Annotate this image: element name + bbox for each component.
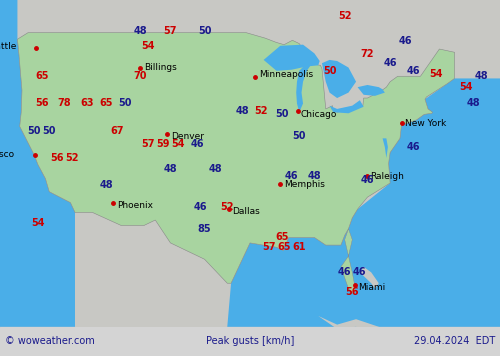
Text: 48: 48 bbox=[164, 164, 177, 174]
Text: 78: 78 bbox=[58, 99, 71, 109]
Polygon shape bbox=[296, 66, 310, 112]
Text: 46: 46 bbox=[194, 202, 207, 212]
Text: 50: 50 bbox=[42, 126, 56, 136]
Text: 46: 46 bbox=[285, 172, 298, 182]
Polygon shape bbox=[360, 267, 379, 289]
Text: 65: 65 bbox=[278, 242, 291, 252]
Text: 72: 72 bbox=[360, 49, 374, 59]
Text: 54: 54 bbox=[429, 69, 442, 79]
Text: 52: 52 bbox=[65, 153, 78, 163]
Text: 46: 46 bbox=[398, 36, 412, 46]
Polygon shape bbox=[341, 229, 355, 294]
Polygon shape bbox=[322, 60, 356, 98]
Text: 56: 56 bbox=[346, 287, 359, 297]
Text: Denver: Denver bbox=[171, 132, 204, 141]
Text: 56: 56 bbox=[50, 153, 64, 163]
Text: 29.04.2024  EDT: 29.04.2024 EDT bbox=[414, 336, 495, 346]
Text: 48: 48 bbox=[99, 180, 113, 190]
Text: 48: 48 bbox=[308, 172, 321, 182]
Text: 54: 54 bbox=[459, 82, 472, 92]
Polygon shape bbox=[358, 85, 385, 96]
Polygon shape bbox=[264, 44, 320, 71]
Text: Raleigh: Raleigh bbox=[370, 172, 404, 181]
Text: 52: 52 bbox=[254, 106, 268, 116]
Text: Memphis: Memphis bbox=[284, 179, 325, 189]
Text: 46: 46 bbox=[190, 139, 203, 149]
Text: 46: 46 bbox=[406, 66, 419, 76]
Text: 70: 70 bbox=[134, 71, 147, 81]
Text: 85: 85 bbox=[198, 224, 211, 234]
Text: 48: 48 bbox=[134, 26, 147, 36]
Text: San Francisco: San Francisco bbox=[0, 150, 14, 159]
Text: 52: 52 bbox=[220, 202, 234, 212]
Text: Miami: Miami bbox=[358, 283, 386, 292]
Text: 50: 50 bbox=[323, 66, 336, 76]
Text: 57: 57 bbox=[262, 242, 276, 252]
Text: 46: 46 bbox=[384, 58, 397, 68]
Polygon shape bbox=[18, 33, 454, 283]
Text: Billings: Billings bbox=[144, 63, 176, 72]
Text: 46: 46 bbox=[406, 142, 419, 152]
Text: 52: 52 bbox=[338, 11, 351, 21]
Text: 46: 46 bbox=[338, 267, 351, 277]
Text: 59: 59 bbox=[156, 139, 170, 149]
Polygon shape bbox=[382, 138, 388, 163]
Text: 50: 50 bbox=[118, 99, 132, 109]
Text: 54: 54 bbox=[172, 139, 185, 149]
Text: 50: 50 bbox=[28, 126, 41, 136]
Text: 48: 48 bbox=[466, 99, 480, 109]
Text: Dallas: Dallas bbox=[232, 208, 260, 216]
Text: © woweather.com: © woweather.com bbox=[5, 336, 95, 346]
Text: 54: 54 bbox=[141, 41, 154, 51]
Text: New York: New York bbox=[406, 119, 446, 127]
Text: 57: 57 bbox=[141, 139, 154, 149]
Text: 48: 48 bbox=[474, 71, 488, 81]
Text: Seattle: Seattle bbox=[0, 42, 16, 51]
Text: 46: 46 bbox=[360, 175, 374, 185]
Text: 65: 65 bbox=[35, 71, 48, 81]
Text: 50: 50 bbox=[198, 26, 211, 36]
Text: 46: 46 bbox=[353, 267, 366, 277]
Text: Minneapolis: Minneapolis bbox=[259, 70, 313, 79]
Text: 67: 67 bbox=[110, 126, 124, 136]
Text: 50: 50 bbox=[275, 109, 288, 119]
Text: 50: 50 bbox=[292, 131, 306, 141]
Text: 48: 48 bbox=[209, 164, 222, 174]
Text: 65: 65 bbox=[100, 99, 113, 109]
Polygon shape bbox=[318, 316, 394, 351]
Polygon shape bbox=[330, 100, 364, 113]
Text: 56: 56 bbox=[35, 99, 48, 109]
Polygon shape bbox=[228, 78, 500, 327]
Text: Chicago: Chicago bbox=[300, 110, 337, 119]
Text: Phoenix: Phoenix bbox=[116, 201, 152, 210]
Text: 48: 48 bbox=[236, 106, 249, 116]
Text: 65: 65 bbox=[275, 232, 288, 242]
Text: 63: 63 bbox=[80, 99, 94, 109]
Text: 54: 54 bbox=[31, 218, 44, 228]
Text: 57: 57 bbox=[164, 26, 177, 36]
Polygon shape bbox=[0, 0, 75, 327]
Text: Peak gusts [km/h]: Peak gusts [km/h] bbox=[206, 336, 294, 346]
Text: 61: 61 bbox=[292, 242, 306, 252]
